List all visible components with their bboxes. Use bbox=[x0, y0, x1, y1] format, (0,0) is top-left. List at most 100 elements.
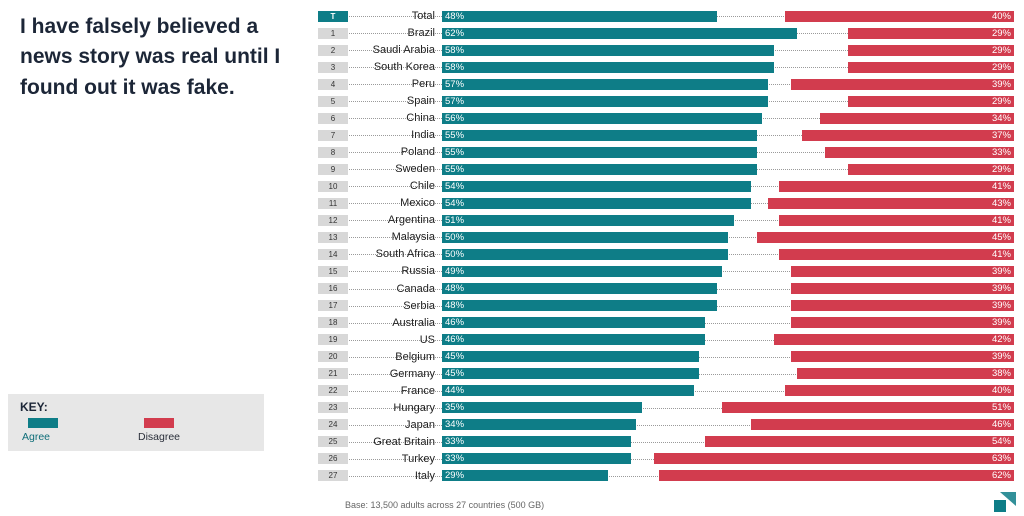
row-bar-track: 62% 29% bbox=[318, 25, 1014, 41]
disagree-value: 46% bbox=[991, 419, 1011, 431]
chart-row: 21 Germany 45% 38% bbox=[318, 366, 1014, 382]
row-bar-track: 44% 40% bbox=[318, 383, 1014, 399]
agree-value: 55% bbox=[445, 146, 465, 158]
chart-row: 22 France 44% 40% bbox=[318, 383, 1014, 399]
disagree-value: 63% bbox=[991, 453, 1011, 465]
disagree-value: 41% bbox=[991, 248, 1011, 260]
disagree-bar: 39% bbox=[790, 300, 1014, 312]
disagree-value: 29% bbox=[991, 27, 1011, 39]
row-bar-track: 33% 63% bbox=[318, 451, 1014, 467]
row-country-label: Canada bbox=[396, 282, 435, 295]
row-rank-badge: 17 bbox=[318, 300, 348, 312]
row-country-label: Argentina bbox=[387, 214, 435, 227]
agree-value: 33% bbox=[445, 453, 465, 465]
row-bar-track: 49% 39% bbox=[318, 263, 1014, 279]
row-country-label: Poland bbox=[400, 146, 435, 159]
row-country-label: South Africa bbox=[375, 248, 435, 261]
agree-bar: 54% bbox=[442, 197, 751, 209]
disagree-bar: 39% bbox=[790, 283, 1014, 294]
agree-bar: 35% bbox=[442, 402, 643, 414]
agree-bar: 55% bbox=[442, 163, 757, 175]
disagree-value: 51% bbox=[991, 402, 1011, 414]
row-country-label: Chile bbox=[409, 180, 435, 193]
row-bar-track: 33% 54% bbox=[318, 434, 1014, 450]
disagree-bar: 33% bbox=[825, 146, 1014, 158]
row-bar-track: 55% 33% bbox=[318, 144, 1014, 160]
row-bar-track: 51% 41% bbox=[318, 212, 1014, 228]
chart-row: 18 Australia 46% 39% bbox=[318, 315, 1014, 331]
chart-row: 2 Saudi Arabia 58% 29% bbox=[318, 42, 1014, 58]
row-bar-track: 46% 39% bbox=[318, 315, 1014, 331]
chart-row: 8 Poland 55% 33% bbox=[318, 144, 1014, 160]
disagree-value: 39% bbox=[991, 265, 1011, 277]
legend-key-box: KEY: Agree Disagree bbox=[8, 394, 264, 451]
row-rank-badge: 1 bbox=[318, 27, 348, 39]
agree-value: 55% bbox=[445, 163, 465, 175]
row-country-label: US bbox=[419, 333, 435, 346]
disagree-value: 39% bbox=[991, 300, 1011, 312]
disagree-value: 39% bbox=[991, 351, 1011, 363]
agree-bar: 48% bbox=[442, 300, 717, 312]
row-country-label: India bbox=[411, 129, 435, 142]
row-country-label: Japan bbox=[405, 418, 435, 431]
disagree-value: 41% bbox=[991, 214, 1011, 226]
disagree-value: 54% bbox=[991, 436, 1011, 448]
row-rank-badge: 22 bbox=[318, 385, 348, 397]
disagree-color-swatch bbox=[144, 418, 174, 428]
row-country-label: Saudi Arabia bbox=[372, 44, 435, 57]
row-rank-badge: 11 bbox=[318, 197, 348, 209]
row-country-label: Malaysia bbox=[391, 231, 435, 244]
row-country-label: South Korea bbox=[373, 61, 435, 74]
disagree-bar: 41% bbox=[779, 248, 1014, 260]
disagree-value: 62% bbox=[991, 470, 1011, 482]
agree-value: 62% bbox=[445, 27, 465, 39]
agree-value: 55% bbox=[445, 129, 465, 141]
agree-bar: 55% bbox=[442, 146, 757, 158]
row-rank-badge: 10 bbox=[318, 180, 348, 192]
agree-bar: 57% bbox=[442, 78, 769, 90]
disagree-bar: 46% bbox=[750, 419, 1014, 431]
row-rank-badge: 4 bbox=[318, 78, 348, 90]
row-country-label: France bbox=[400, 384, 435, 397]
disagree-bar: 41% bbox=[779, 214, 1014, 226]
chart-row: 4 Peru 57% 39% bbox=[318, 76, 1014, 92]
row-rank-badge: 3 bbox=[318, 61, 348, 73]
chart-row: 13 Malaysia 50% 45% bbox=[318, 229, 1014, 245]
row-bar-track: 55% 37% bbox=[318, 127, 1014, 143]
agree-value: 48% bbox=[445, 283, 465, 294]
chart-row: 15 Russia 49% 39% bbox=[318, 263, 1014, 279]
disagree-value: 38% bbox=[991, 368, 1011, 380]
agree-legend-label: Agree bbox=[22, 431, 51, 443]
row-rank-badge: 15 bbox=[318, 265, 348, 277]
row-bar-track: 48% 39% bbox=[318, 298, 1014, 314]
chart-row: 16 Canada 48% 39% bbox=[318, 281, 1014, 297]
agree-value: 46% bbox=[445, 334, 465, 346]
row-rank-badge: 5 bbox=[318, 95, 348, 107]
disagree-bar: 41% bbox=[779, 180, 1014, 192]
disagree-bar: 29% bbox=[848, 44, 1014, 56]
row-bar-track: 50% 41% bbox=[318, 246, 1014, 262]
disagree-value: 33% bbox=[991, 146, 1011, 158]
row-bar-track: 57% 29% bbox=[318, 93, 1014, 109]
agree-bar: 34% bbox=[442, 419, 637, 431]
row-country-label: Belgium bbox=[395, 350, 435, 363]
row-rank-badge: 7 bbox=[318, 129, 348, 141]
row-rank-badge: 21 bbox=[318, 368, 348, 380]
agree-bar: 48% bbox=[442, 10, 717, 22]
row-country-label: Hungary bbox=[393, 401, 435, 414]
chart-row: 24 Japan 34% 46% bbox=[318, 417, 1014, 433]
row-country-label: Mexico bbox=[400, 197, 435, 210]
row-country-label: Italy bbox=[414, 469, 435, 482]
disagree-value: 29% bbox=[991, 44, 1011, 56]
agree-value: 57% bbox=[445, 95, 465, 107]
row-country-label: Australia bbox=[392, 316, 435, 329]
row-bar-track: 45% 39% bbox=[318, 349, 1014, 365]
agree-value: 54% bbox=[445, 197, 465, 209]
chart-row: 17 Serbia 48% 39% bbox=[318, 298, 1014, 314]
chart-row: T Total 48% 40% bbox=[318, 8, 1014, 24]
row-rank-badge: 13 bbox=[318, 231, 348, 243]
disagree-bar: 29% bbox=[848, 163, 1014, 175]
agree-value: 50% bbox=[445, 248, 465, 260]
agree-value: 49% bbox=[445, 265, 465, 277]
disagree-value: 29% bbox=[991, 95, 1011, 107]
